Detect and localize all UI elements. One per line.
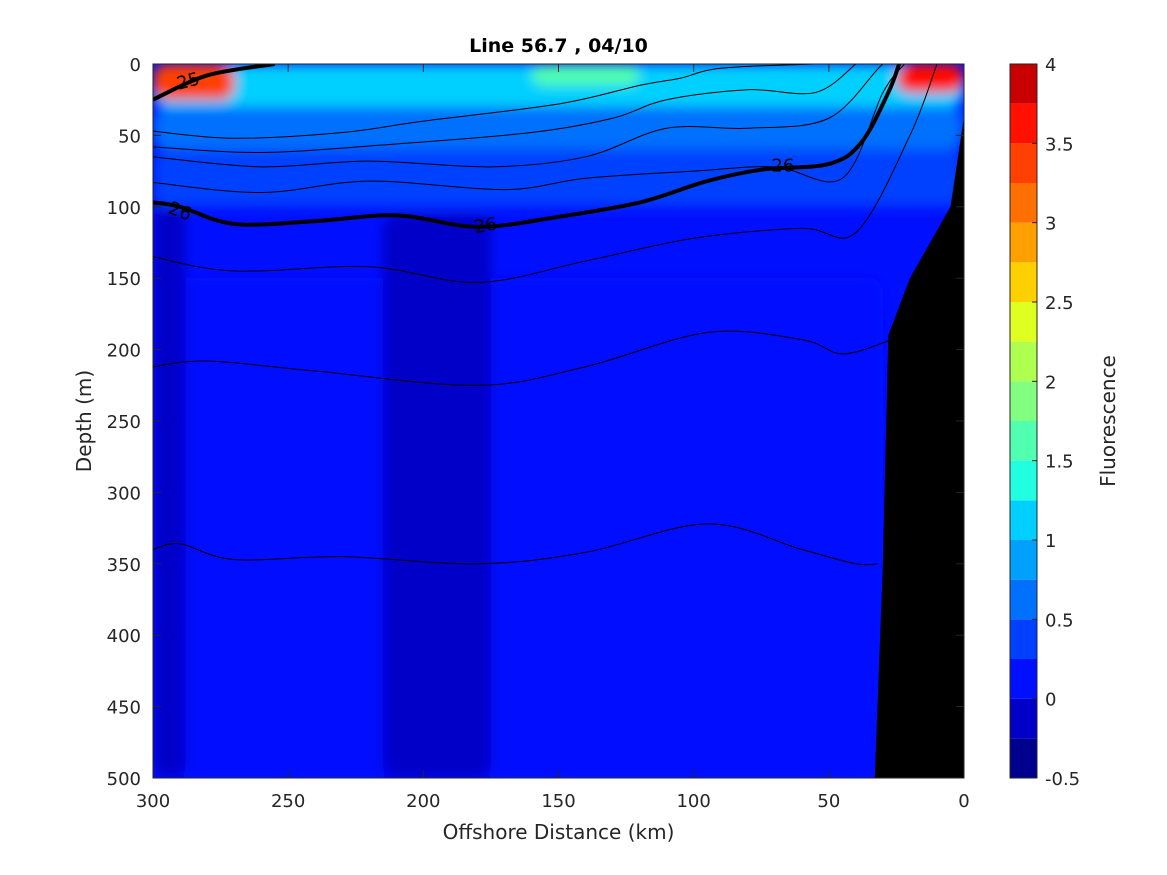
x-tick-label-4: 100 xyxy=(676,791,710,812)
colorbar-swatch-14 xyxy=(1010,183,1037,223)
contour-label-3: 26 xyxy=(771,155,794,176)
x-tick-label-5: 50 xyxy=(817,791,840,812)
y-axis: 0 50 100 150 200 250 300 350 400 450 500 xyxy=(107,55,964,790)
contour-line-5 xyxy=(153,64,905,194)
colorbar-swatch-2 xyxy=(1010,659,1037,699)
field-region-0 xyxy=(153,278,883,778)
contour-line-4 xyxy=(153,64,900,168)
x-tick-label-0: 300 xyxy=(136,791,170,812)
x-tick-label-3: 150 xyxy=(541,791,575,812)
colorbar-swatch-12 xyxy=(1010,262,1037,302)
colorbar-swatch-10 xyxy=(1010,341,1037,382)
colorbar-tick-label-0: 4 xyxy=(1045,55,1056,76)
colorbar-tick-label-1: 3.5 xyxy=(1045,134,1074,155)
colorbar: 4 3.5 3 2.5 2 1.5 1 0.5 0 -0.5 xyxy=(1009,55,1080,790)
contour-line-2 xyxy=(153,64,856,139)
x-tick-label-6: 0 xyxy=(958,791,969,812)
field-region-8 xyxy=(896,64,964,93)
colorbar-swatch-0 xyxy=(1010,738,1037,778)
y-tick-label-8: 400 xyxy=(107,626,141,647)
y-tick-label-1: 50 xyxy=(118,126,141,147)
field-region-3 xyxy=(153,149,964,207)
x-tick-label-1: 250 xyxy=(271,791,305,812)
colorbar-tick-label-7: 0.5 xyxy=(1045,610,1074,631)
y-tick-label-10: 500 xyxy=(107,769,141,790)
y-tick-label-5: 250 xyxy=(107,412,141,433)
x-axis: 300 250 200 150 100 50 0 xyxy=(136,64,970,812)
colorbar-tick-label-4: 2 xyxy=(1045,372,1056,393)
colorbar-frame xyxy=(1009,63,1038,779)
colorbar-swatch-6 xyxy=(1010,500,1037,540)
density-contours xyxy=(153,64,938,566)
plot-area xyxy=(153,64,964,778)
colorbar-tick-label-9: -0.5 xyxy=(1045,769,1080,790)
y-tick-label-6: 300 xyxy=(107,483,141,504)
fluorescence-field xyxy=(153,64,964,778)
y-tick-label-3: 150 xyxy=(107,269,141,290)
colorbar-tick-label-6: 1 xyxy=(1045,531,1056,552)
colorbar-swatch-3 xyxy=(1010,619,1037,659)
contour-line-6 xyxy=(153,64,938,283)
colorbar-swatch-13 xyxy=(1010,222,1037,263)
contour-line-3 xyxy=(153,64,857,154)
y-tick-label-2: 100 xyxy=(107,198,141,219)
contour-label-2: 26 xyxy=(472,214,498,239)
x-tick-label-2: 200 xyxy=(406,791,440,812)
colorbar-swatch-5 xyxy=(1010,540,1037,580)
y-tick-label-0: 0 xyxy=(130,55,141,76)
colorbar-tick-label-8: 0 xyxy=(1045,690,1056,711)
y-axis-label: Depth (m) xyxy=(72,370,96,472)
x-axis-label: Offshore Distance (km) xyxy=(443,820,675,844)
field-region-1 xyxy=(153,206,186,778)
chart-title: Line 56.7 , 04/10 xyxy=(469,35,648,57)
field-region-2 xyxy=(382,213,491,778)
colorbar-tick-label-5: 1.5 xyxy=(1045,452,1074,473)
colorbar-swatch-16 xyxy=(1010,103,1037,144)
contour-line-1 xyxy=(153,64,902,229)
colorbar-tick-label-3: 2.5 xyxy=(1045,293,1074,314)
colorbar-swatch-9 xyxy=(1010,381,1037,421)
colorbar-swatch-7 xyxy=(1010,460,1037,501)
y-tick-label-9: 450 xyxy=(107,698,141,719)
bathymetry-seafloor xyxy=(874,116,964,778)
colorbar-swatch-1 xyxy=(1010,698,1037,739)
y-tick-label-7: 350 xyxy=(107,555,141,576)
colorbar-swatch-15 xyxy=(1010,143,1037,183)
contour-line-7 xyxy=(153,330,889,386)
colorbar-tick-label-2: 3 xyxy=(1045,214,1056,235)
colorbar-swatch-17 xyxy=(1010,64,1037,104)
contour-line-8 xyxy=(153,523,878,566)
colorbar-swatch-4 xyxy=(1010,579,1037,620)
y-tick-label-4: 200 xyxy=(107,341,141,362)
field-region-6 xyxy=(531,64,640,86)
colorbar-swatch-11 xyxy=(1010,302,1037,342)
colorbar-swatch-8 xyxy=(1010,421,1037,461)
field-region-4 xyxy=(153,106,964,150)
colorbar-label: Fluorescence xyxy=(1096,355,1120,487)
contour-line-0 xyxy=(153,64,275,102)
